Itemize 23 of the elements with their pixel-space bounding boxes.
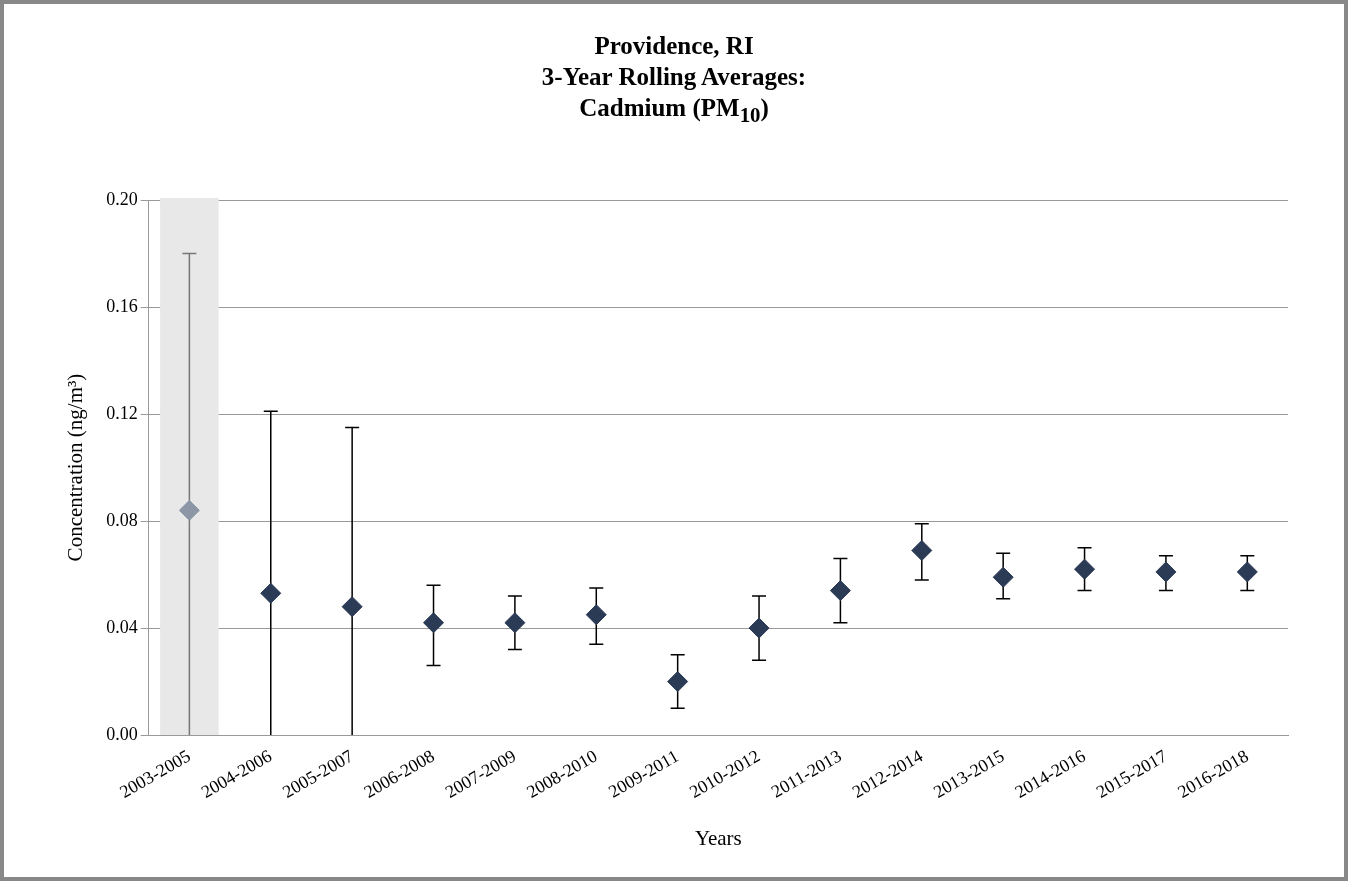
y-tick-label: 0.08 <box>106 509 138 530</box>
point <box>911 539 933 561</box>
point <box>1236 561 1258 583</box>
y-tick-label: 0.00 <box>106 723 138 744</box>
x-axis-title: Years <box>694 825 742 850</box>
point <box>829 580 851 602</box>
point <box>992 566 1014 588</box>
y-tick-label: 0.20 <box>106 188 138 209</box>
point <box>585 604 607 626</box>
chart-title: Providence, RI 3-Year Rolling Averages: Cadmium (PM$_{10}$) <box>540 31 808 129</box>
y-tick-label: 0.12 <box>106 402 138 423</box>
y-tick-label: 0.16 <box>106 295 138 316</box>
point <box>423 612 445 634</box>
y-axis-title: Concentration (ng/m³) <box>63 373 88 562</box>
y-tick-label: 0.04 <box>106 616 138 637</box>
point <box>504 612 526 634</box>
point <box>341 596 363 618</box>
point <box>748 617 770 639</box>
point <box>1074 558 1096 580</box>
point <box>178 499 200 521</box>
point <box>260 582 282 604</box>
point <box>667 671 689 693</box>
point <box>1155 561 1177 583</box>
